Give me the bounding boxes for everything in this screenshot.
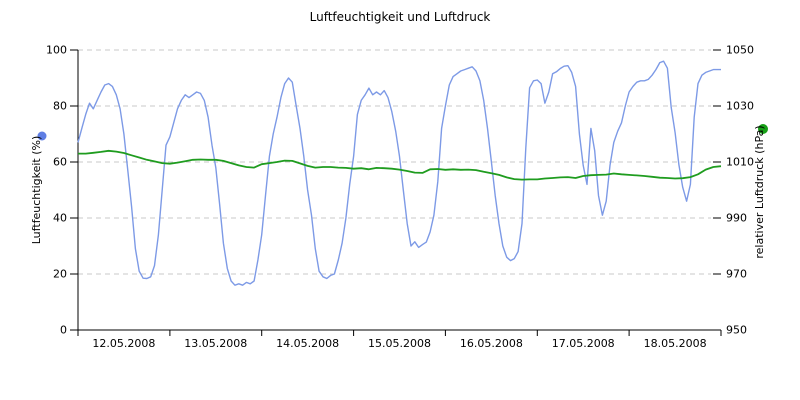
- right-tick-label: 970: [726, 268, 747, 281]
- humidity-legend-dot-icon: [37, 131, 47, 141]
- x-tick-label: 17.05.2008: [552, 337, 615, 350]
- humidity-line: [77, 60, 721, 286]
- right-tick-label: 1050: [726, 44, 754, 57]
- chart-generated-content: 0 20 40 60 80 100 950 970 990 1010 1030 1050 12.05.2…: [46, 44, 754, 351]
- left-tick-label: 20: [53, 268, 67, 281]
- x-tick-label: 12.05.2008: [92, 337, 155, 350]
- left-tick-label: 100: [46, 44, 67, 57]
- left-tick-label: 60: [53, 156, 67, 169]
- x-tick-label: 16.05.2008: [460, 337, 523, 350]
- chart-title: Luftfeuchtigkeit und Luftdruck: [310, 10, 491, 24]
- x-tick-label: 14.05.2008: [276, 337, 339, 350]
- pressure-line: [78, 149, 722, 181]
- right-tick-label: 1010: [726, 156, 754, 169]
- right-tick-label: 950: [726, 324, 747, 337]
- x-tick-label: 13.05.2008: [184, 337, 247, 350]
- left-axis-label: Luftfeuchtigkeit (%): [30, 136, 43, 245]
- right-tick-label: 1030: [726, 100, 754, 113]
- right-axis-label: relativer Luftdruck (hPa): [753, 125, 766, 258]
- left-tick-label: 80: [53, 100, 67, 113]
- left-tick-label: 0: [60, 324, 67, 337]
- x-tick-label: 15.05.2008: [368, 337, 431, 350]
- pressure-legend-dot-icon: [758, 124, 768, 134]
- right-tick-label: 990: [726, 212, 747, 225]
- left-tick-label: 40: [53, 212, 67, 225]
- x-tick-label: 18.05.2008: [644, 337, 707, 350]
